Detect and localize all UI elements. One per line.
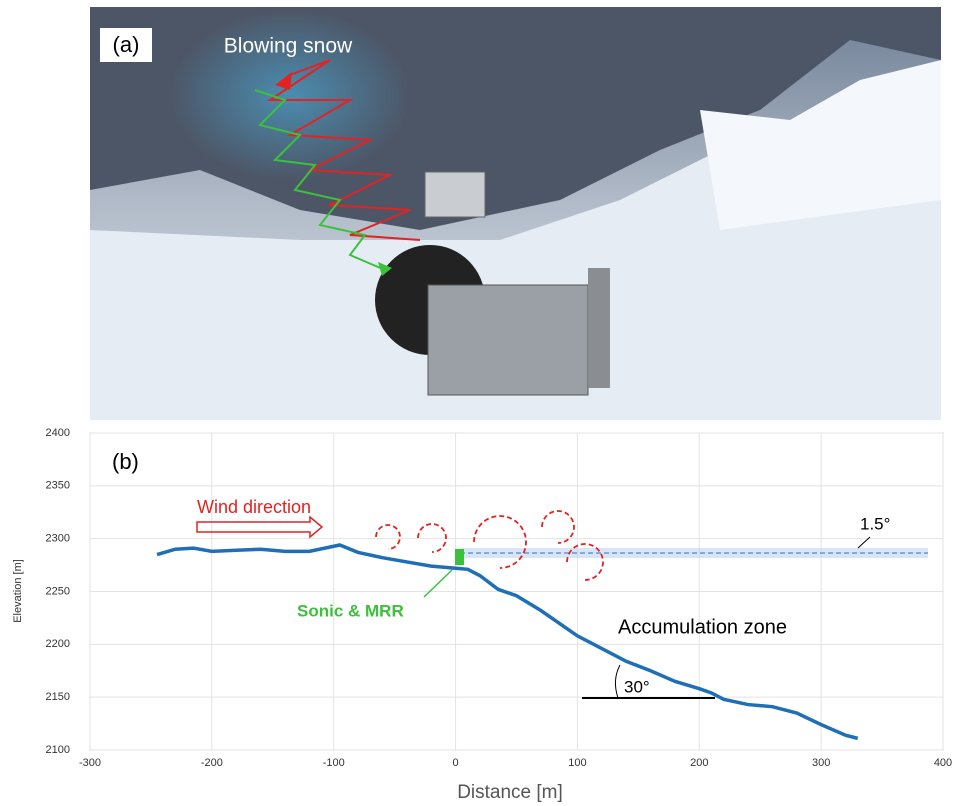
annotation: Wind direction bbox=[197, 497, 311, 517]
x-tick-label: -200 bbox=[201, 757, 223, 769]
x-tick-label: 0 bbox=[453, 757, 459, 769]
wind-arrow bbox=[197, 517, 322, 537]
annotation: Sonic & MRR bbox=[297, 601, 404, 620]
pointer bbox=[424, 570, 452, 597]
panel-label: (b) bbox=[112, 449, 139, 474]
eddy bbox=[376, 525, 400, 549]
annotation: 1.5° bbox=[860, 514, 890, 533]
x-tick-label: 100 bbox=[568, 757, 586, 769]
x-axis-label: Distance [m] bbox=[457, 782, 563, 803]
x-tick-label: -300 bbox=[79, 757, 101, 769]
y-tick-label: 2300 bbox=[46, 533, 70, 545]
y-axis-label: Elevation [m] bbox=[12, 559, 24, 623]
eddy bbox=[474, 516, 526, 568]
photo: (a) Blowing snow bbox=[90, 7, 941, 420]
figure: (a) Blowing snow Distance [m] Elevation … bbox=[0, 0, 957, 806]
instrument-box bbox=[428, 285, 588, 395]
x-tick-label: 300 bbox=[812, 757, 830, 769]
annotation: 30° bbox=[624, 677, 650, 696]
x-tick-label: 400 bbox=[934, 757, 952, 769]
y-tick-label: 2250 bbox=[46, 585, 70, 597]
x-tick-label: -100 bbox=[323, 757, 345, 769]
sensor-box bbox=[425, 172, 485, 217]
y-tick-label: 2350 bbox=[46, 480, 70, 492]
eddy bbox=[418, 524, 446, 552]
photo-caption: Blowing snow bbox=[224, 35, 353, 58]
profile-line bbox=[157, 545, 858, 738]
y-tick-label: 2200 bbox=[46, 638, 70, 650]
sensor-marker bbox=[455, 549, 464, 565]
annotation: Accumulation zone bbox=[618, 616, 787, 638]
y-tick-label: 2100 bbox=[46, 744, 70, 756]
panel-label: (a) bbox=[113, 32, 140, 57]
pole bbox=[588, 268, 610, 388]
y-tick-label: 2400 bbox=[46, 427, 70, 439]
x-tick-label: 200 bbox=[690, 757, 708, 769]
angle-arc bbox=[615, 665, 620, 698]
y-tick-label: 2150 bbox=[46, 691, 70, 703]
